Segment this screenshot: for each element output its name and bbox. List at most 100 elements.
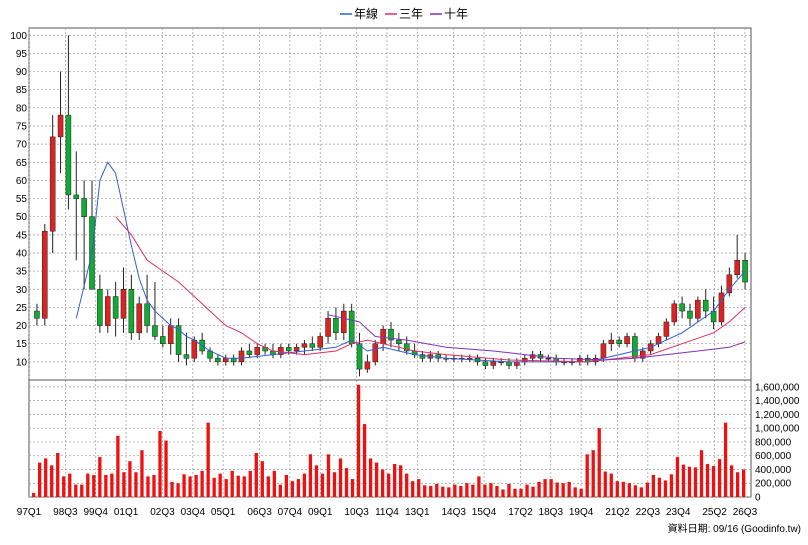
volume-bar [495, 485, 499, 497]
volume-bar [176, 483, 180, 497]
volume-panel: 0 200,000 400,000 600,000 800,000 1,000,000 1,… [28, 379, 800, 504]
volume-bar [489, 483, 493, 497]
legend-label: 十年 [444, 7, 468, 21]
volume-bar [627, 483, 631, 497]
x-tick-label: 23Q4 [666, 507, 691, 518]
x-tick-label: 03Q4 [181, 507, 206, 518]
candle-body [317, 336, 323, 348]
candle-body [81, 198, 87, 217]
volume-bar [639, 487, 644, 497]
candle-body [183, 354, 190, 359]
volume-bar [302, 473, 307, 497]
volume-bar [651, 474, 656, 497]
volume-bar [260, 461, 264, 497]
volume-bar [32, 492, 36, 497]
candle-body [702, 299, 709, 312]
volume-bar [92, 474, 96, 497]
volume-bar [441, 486, 445, 497]
candle-body [152, 325, 158, 337]
volume-tick-label: 800,000 [755, 437, 792, 448]
volume-bar [507, 483, 511, 497]
price-tick-label: 60 [16, 176, 28, 187]
candle-body [734, 259, 740, 276]
volume-bar [110, 473, 114, 497]
volume-bar [537, 481, 541, 497]
volume-bar [687, 466, 692, 497]
volume-bar [248, 470, 252, 497]
volume-bar [194, 474, 198, 497]
candle-body [167, 325, 174, 344]
candle-body [238, 350, 245, 363]
x-tick-label: 06Q3 [247, 507, 272, 518]
volume-bar [663, 480, 668, 497]
x-tick-label: 21Q2 [605, 507, 630, 518]
price-tick-label: 80 [16, 103, 28, 114]
price-tick-label: 45 [16, 230, 28, 241]
candle-body [309, 343, 316, 348]
volume-bar [98, 457, 102, 497]
candle-body [215, 357, 221, 363]
volume-bar [417, 479, 421, 497]
candle-body [325, 318, 331, 337]
x-tick-label: 09Q1 [308, 507, 333, 518]
ma-line [327, 314, 746, 361]
volume-bar [326, 454, 331, 497]
volume-bar [585, 454, 589, 497]
price-tick-label: 85 [16, 85, 28, 96]
volume-bar [236, 475, 240, 497]
candle-body [718, 292, 725, 323]
candle-body [506, 361, 512, 366]
candle-body [419, 354, 426, 359]
volume-bar [140, 450, 144, 497]
volume-bar [116, 435, 120, 497]
volume-bar [615, 481, 619, 497]
volume-bar [146, 476, 150, 497]
volume-tick-label: 600,000 [755, 451, 792, 462]
volume-bar [374, 462, 379, 497]
candle-body [514, 361, 520, 366]
volume-tick-label: 1,400,000 [755, 396, 800, 407]
candle-body [49, 136, 56, 232]
volume-bar [645, 482, 650, 497]
price-tick-label: 55 [16, 194, 28, 205]
volume-bar [477, 476, 481, 497]
price-tick-label: 20 [16, 321, 28, 332]
volume-bar [519, 488, 523, 497]
x-tick-label: 13Q1 [405, 507, 430, 518]
volume-bar [597, 428, 601, 497]
x-tick-label: 19Q4 [569, 507, 594, 518]
volume-bar [657, 477, 662, 497]
volume-bar [80, 484, 84, 497]
x-tick-label: 98Q3 [53, 507, 78, 518]
volume-bar [633, 485, 637, 497]
legend: 年線 三年 十年 [340, 6, 468, 21]
price-tick-label: 40 [16, 248, 28, 259]
x-tick-label: 99Q4 [84, 507, 109, 518]
volume-bar [356, 384, 361, 497]
candle-body [380, 328, 386, 344]
price-tick-label: 30 [16, 285, 28, 296]
volume-bar [272, 470, 276, 497]
volume-bar [429, 485, 433, 497]
volume-bar [699, 450, 704, 497]
price-tick-label: 35 [16, 267, 28, 278]
candle-body [34, 310, 40, 319]
volume-bar [284, 474, 289, 497]
volume-tick-label: 200,000 [755, 479, 792, 490]
volume-bar [344, 468, 349, 497]
volume-bar [399, 465, 403, 497]
candle-body [230, 357, 237, 363]
volume-bar [741, 469, 746, 497]
x-tick-label: 97Q1 [17, 507, 42, 518]
price-tick-label: 70 [16, 140, 28, 151]
x-tick-label: 14Q3 [441, 507, 466, 518]
candle-body [254, 347, 261, 355]
volume-bar [218, 473, 222, 497]
volume-bar [405, 473, 409, 497]
volume-bar [152, 474, 156, 497]
data-date-note: 資料日期: 09/16 (Goodinfo.tw) [668, 522, 801, 535]
volume-bar [717, 459, 722, 497]
price-tick-label: 65 [16, 158, 28, 169]
volume-bar [350, 479, 355, 497]
x-tick-label: 01Q1 [114, 507, 139, 518]
